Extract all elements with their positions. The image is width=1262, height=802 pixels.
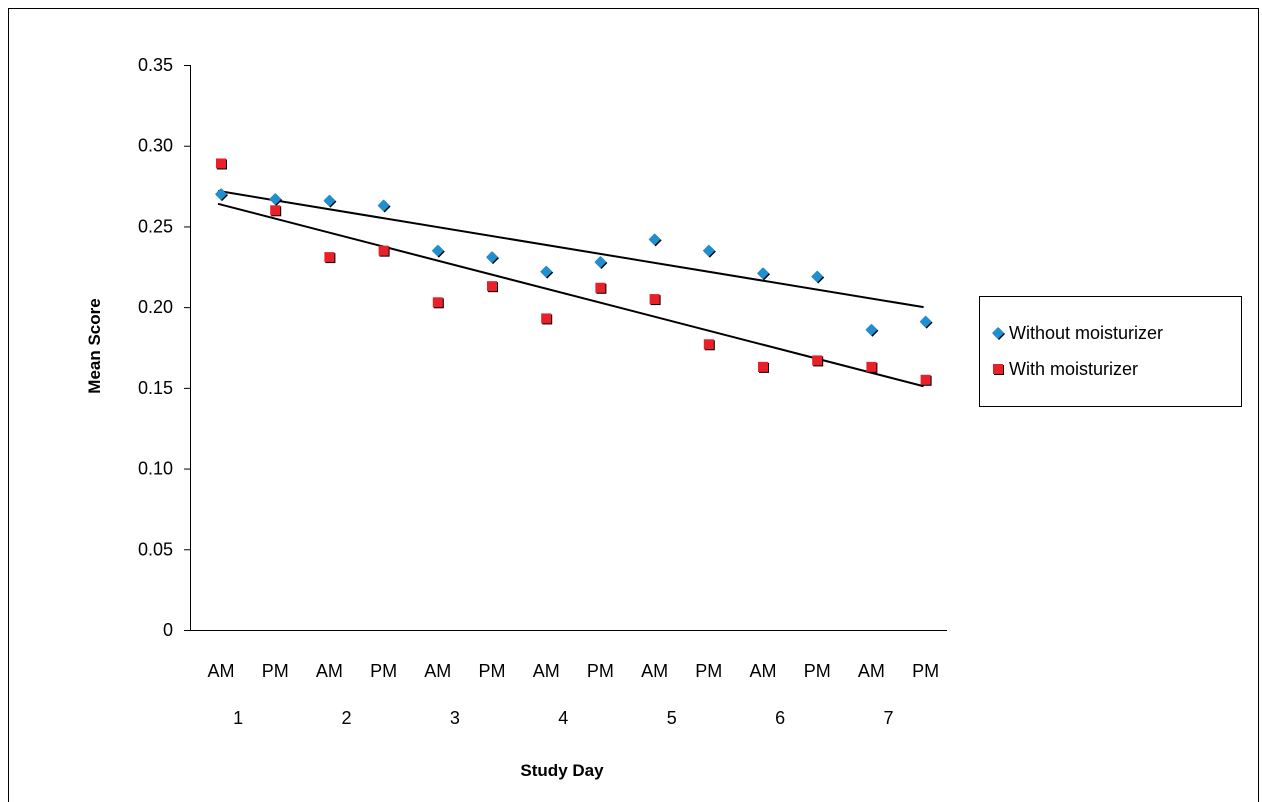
with-moisturizer-point — [216, 158, 226, 169]
x-tick-label: PM — [262, 661, 289, 681]
trendline — [217, 202, 924, 388]
x-tick-label: PM — [370, 661, 397, 681]
without-moisturizer-point — [757, 267, 769, 280]
day-label: 1 — [233, 708, 243, 728]
x-tick-label: AM — [533, 661, 560, 681]
y-axis-title: Mean Score — [85, 298, 104, 393]
without-moisturizer-point — [486, 251, 498, 264]
x-category-labels: AM PM AM PM AM PM AM PM AM PM AM PM AM PM — [208, 661, 940, 681]
without-moisturizer-point — [431, 244, 444, 257]
data-points — [215, 158, 933, 386]
x-tick-label: AM — [641, 661, 668, 681]
x-day-labels: 1 2 3 4 5 6 7 — [233, 708, 893, 728]
x-tick-label: AM — [858, 661, 885, 681]
day-label: 5 — [667, 708, 677, 728]
without-moisturizer-point — [377, 199, 390, 212]
y-tick-label: 0.05 — [138, 539, 173, 559]
legend-label: With moisturizer — [1009, 359, 1138, 379]
with-moisturizer-point — [866, 361, 877, 372]
without-moisturizer-point — [323, 194, 336, 207]
with-moisturizer-point — [920, 374, 931, 385]
trendlines — [217, 189, 924, 388]
with-moisturizer-point — [595, 282, 606, 293]
day-label: 3 — [450, 708, 460, 728]
without-moisturizer-point — [702, 244, 715, 257]
y-tick-label: 0.25 — [138, 216, 173, 236]
x-tick-label: PM — [695, 661, 722, 681]
x-axis-title: Study Day — [520, 761, 604, 780]
day-label: 4 — [558, 708, 568, 728]
without-moisturizer-point — [215, 188, 227, 201]
without-moisturizer-point — [540, 265, 553, 278]
legend: Without moisturizer With moisturizer — [979, 296, 1242, 407]
y-tick-label: 0.15 — [138, 378, 173, 398]
with-moisturizer-point — [812, 355, 823, 366]
y-tick-label: 0.10 — [138, 459, 173, 479]
without-moisturizer-point — [865, 323, 878, 336]
x-tick-label: PM — [804, 661, 831, 681]
without-moisturizer-point — [648, 233, 661, 246]
without-moisturizer-point — [594, 255, 607, 268]
day-label: 6 — [775, 708, 785, 728]
with-moisturizer-point — [487, 281, 497, 292]
with-moisturizer-point — [649, 294, 660, 305]
with-moisturizer-point — [703, 339, 714, 350]
x-tick-label: AM — [316, 661, 343, 681]
with-moisturizer-point — [270, 205, 281, 216]
y-tick-label: 0.20 — [138, 297, 173, 317]
y-ticks: 0 0.05 0.10 0.15 0.20 0.25 0.30 0.35 — [138, 55, 190, 640]
y-tick-label: 0.30 — [138, 136, 173, 156]
y-tick-label: 0 — [163, 620, 173, 640]
plot-area: 00.050.100.150.200.250.300.35 AM PM AM PM AM… — [138, 55, 947, 728]
without-moisturizer-point — [811, 270, 824, 283]
day-label: 2 — [341, 708, 351, 728]
x-tick-label: AM — [208, 661, 235, 681]
without-moisturizer-point — [919, 315, 932, 328]
x-tick-label: AM — [750, 661, 777, 681]
legend-box — [979, 296, 1242, 407]
chart-border — [8, 8, 1259, 802]
trendline — [217, 189, 924, 309]
without-moisturizer-point — [269, 192, 282, 205]
with-moisturizer-point — [378, 245, 389, 256]
x-tick-label: PM — [912, 661, 939, 681]
with-moisturizer-point — [541, 313, 552, 324]
day-label: 7 — [883, 708, 893, 728]
with-moisturizer-point — [324, 252, 335, 263]
legend-square-icon — [993, 364, 1003, 374]
y-tick-label: 0.35 — [138, 55, 173, 75]
with-moisturizer-point — [758, 361, 768, 372]
legend-label: Without moisturizer — [1009, 323, 1163, 343]
x-tick-label: PM — [587, 661, 614, 681]
x-tick-label: PM — [479, 661, 506, 681]
legend-diamond-icon — [992, 327, 1004, 339]
with-moisturizer-point — [432, 297, 443, 308]
x-tick-label: AM — [424, 661, 451, 681]
